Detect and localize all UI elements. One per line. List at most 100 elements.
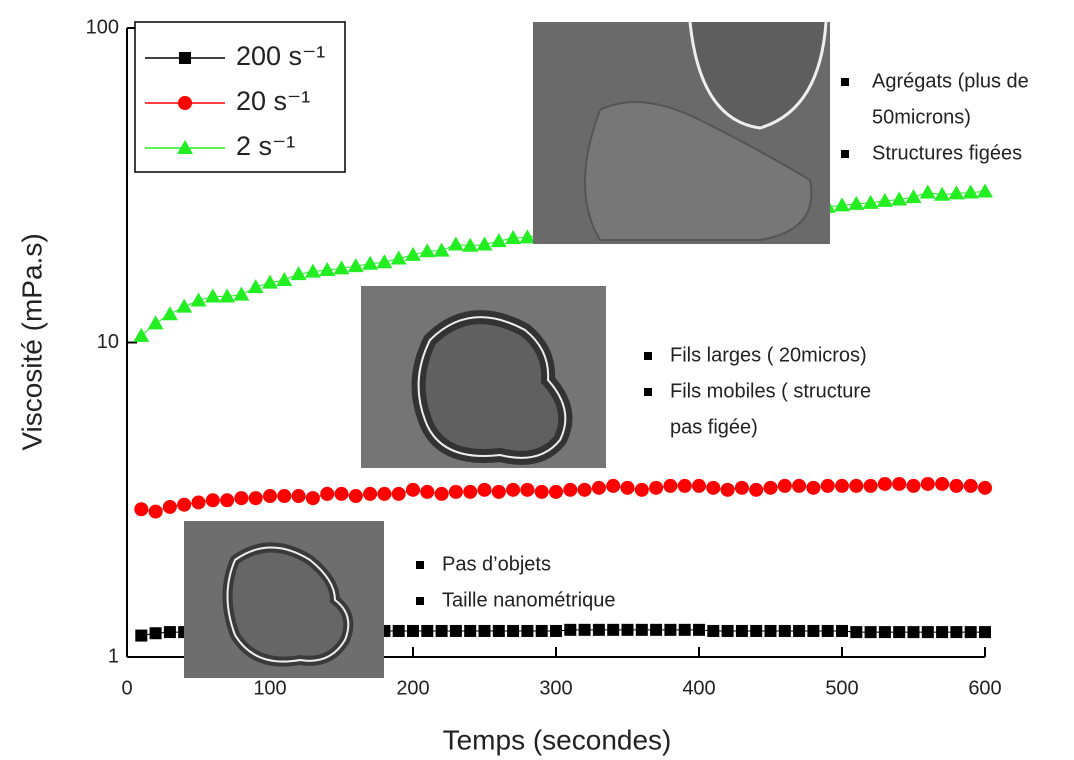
data-point — [549, 484, 563, 499]
bullet — [841, 78, 849, 86]
x-tick-label: 600 — [968, 677, 1001, 699]
data-point — [905, 189, 922, 204]
data-point — [578, 623, 591, 636]
data-point — [934, 186, 951, 201]
data-point — [464, 624, 477, 637]
data-point — [191, 495, 206, 510]
micrograph-outline — [417, 316, 567, 459]
data-point — [750, 624, 763, 637]
data-point — [650, 623, 663, 636]
data-point — [949, 478, 964, 493]
data-point — [506, 482, 521, 497]
data-point — [778, 624, 791, 637]
data-point — [434, 486, 449, 501]
legend: 200 s⁻¹ 20 s⁻¹ 2 s⁻¹ — [134, 21, 346, 173]
x-tick-label: 200 — [396, 677, 429, 699]
data-point — [476, 236, 493, 251]
y-tick-label: 10 — [97, 331, 119, 353]
data-point — [677, 478, 692, 493]
annotation-text: Pas d’objets — [442, 553, 551, 575]
data-point — [305, 491, 320, 506]
data-point — [692, 478, 706, 493]
data-point — [333, 260, 350, 275]
data-point — [950, 626, 963, 639]
data-point — [535, 624, 548, 637]
x-tick-label: 500 — [825, 677, 858, 699]
data-point — [919, 184, 936, 199]
data-point — [190, 292, 207, 307]
data-point — [320, 486, 335, 501]
data-point — [864, 626, 877, 639]
data-point — [521, 624, 534, 637]
data-point — [793, 624, 806, 637]
x-tick-label: 400 — [682, 677, 715, 699]
data-point — [849, 478, 864, 493]
data-point — [906, 478, 921, 493]
data-point — [735, 624, 748, 637]
data-point — [635, 623, 648, 636]
data-point — [377, 486, 392, 501]
data-point — [420, 484, 435, 499]
data-point — [577, 482, 592, 497]
data-point — [807, 624, 820, 637]
x-tick-label: 100 — [253, 677, 286, 699]
data-point — [405, 246, 421, 261]
data-point — [376, 254, 393, 269]
legend-label: 200 s⁻¹ — [236, 41, 325, 71]
data-point — [134, 502, 149, 517]
data-point — [563, 482, 578, 497]
data-point — [347, 258, 364, 273]
data-point — [507, 624, 520, 637]
data-point — [621, 623, 634, 636]
data-point — [233, 286, 250, 301]
data-point — [247, 279, 264, 294]
data-point — [463, 484, 478, 499]
data-point — [792, 478, 807, 493]
data-point — [519, 229, 536, 244]
legend-marker — [178, 96, 192, 110]
data-point — [161, 306, 178, 321]
legend-label: 2 s⁻¹ — [236, 131, 295, 161]
annotation-text: Agrégats (plus de — [872, 70, 1029, 92]
data-point — [564, 623, 577, 636]
micrographs — [184, 21, 830, 678]
data-point — [534, 484, 549, 499]
data-point — [620, 480, 635, 495]
data-point — [663, 478, 678, 493]
annotation-text: pas figée) — [670, 416, 758, 438]
data-point — [948, 185, 965, 200]
data-point — [935, 476, 950, 491]
data-point — [835, 478, 849, 493]
data-point — [550, 624, 562, 637]
data-point — [406, 482, 420, 497]
annotation-text: Structures figées — [872, 142, 1022, 164]
data-point — [407, 624, 419, 637]
data-point — [505, 229, 522, 244]
x-axis-label: Temps (secondes) — [443, 724, 672, 755]
data-point — [177, 497, 192, 512]
data-point — [319, 262, 336, 277]
data-point — [462, 237, 479, 252]
data-point — [490, 233, 507, 248]
data-point — [707, 624, 720, 637]
data-point — [421, 624, 434, 637]
data-point — [963, 478, 978, 493]
data-point — [492, 624, 505, 637]
data-point — [448, 484, 463, 499]
data-point — [219, 288, 236, 303]
data-point — [449, 624, 462, 637]
data-point — [276, 272, 293, 287]
data-point — [920, 476, 935, 491]
data-point — [664, 623, 677, 636]
data-point — [477, 482, 492, 497]
data-point — [806, 480, 821, 495]
data-point — [979, 626, 991, 639]
data-point — [290, 266, 307, 281]
data-point — [447, 236, 464, 251]
data-point — [863, 478, 878, 493]
data-point — [149, 627, 162, 640]
annotation-text: Fils larges ( 20micros) — [670, 344, 867, 366]
data-point — [291, 489, 306, 504]
annotation-text: Taille nanométrique — [442, 589, 615, 611]
